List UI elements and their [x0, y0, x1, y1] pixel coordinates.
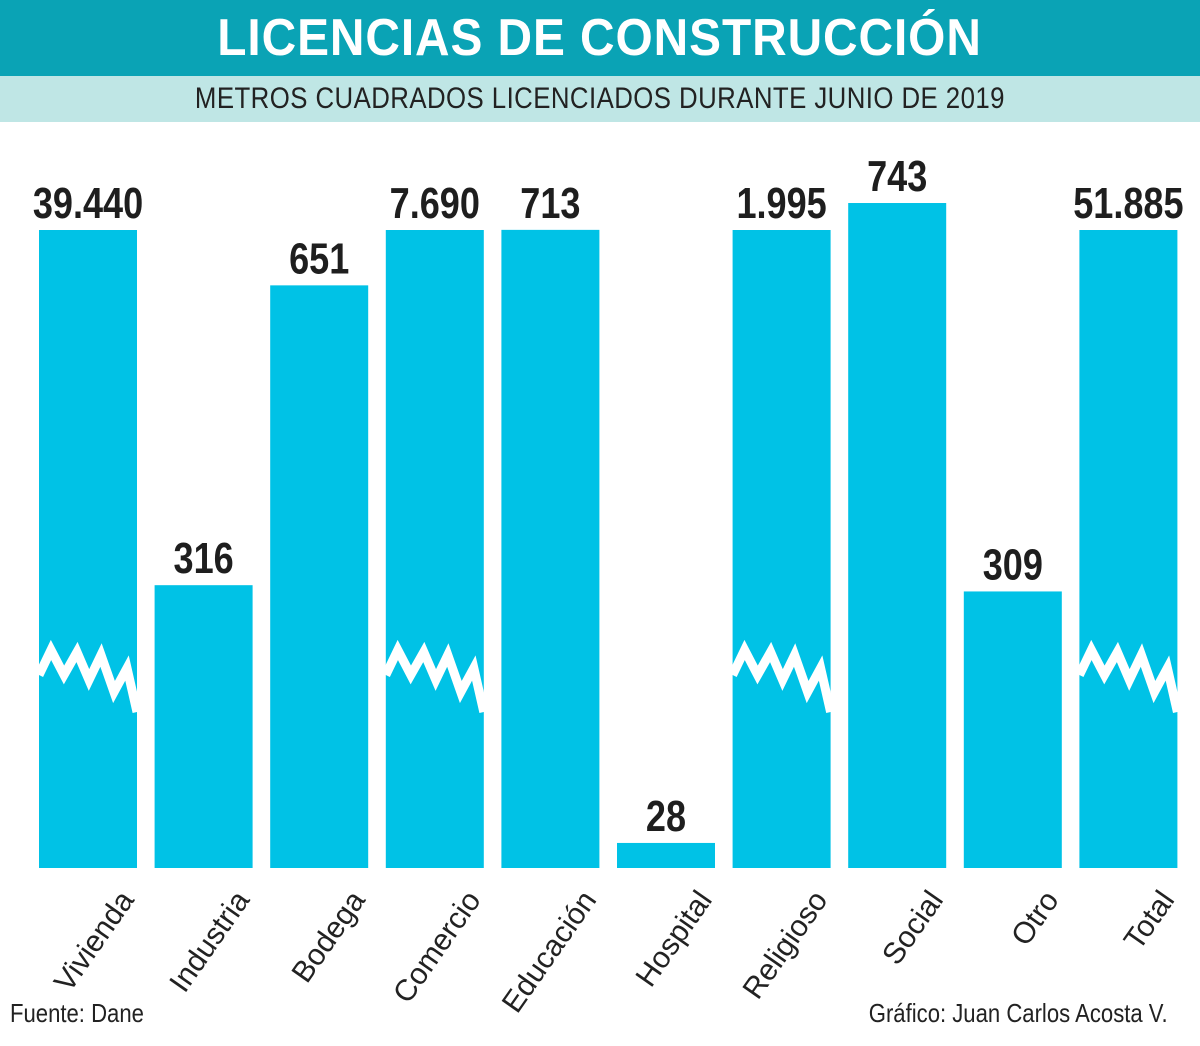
category-label-bodega: Bodega: [286, 885, 373, 989]
value-label-religioso: 1.995: [736, 179, 826, 228]
chart-subtitle: METROS CUADRADOS LICENCIADOS DURANTE JUN…: [195, 82, 1005, 115]
subtitle-bar: METROS CUADRADOS LICENCIADOS DURANTE JUN…: [0, 76, 1200, 122]
bar-comercio: [385, 230, 484, 868]
category-label-religioso: Religioso: [737, 885, 835, 1005]
value-label-bodega: 651: [289, 234, 349, 283]
value-label-industria: 316: [174, 534, 234, 583]
category-label-otro: Otro: [1005, 885, 1066, 952]
chart-title: LICENCIAS DE CONSTRUCCIÓN: [217, 9, 983, 67]
axis-break-comercio: [381, 639, 489, 713]
value-label-otro: 309: [983, 540, 1043, 589]
category-label-total: Total: [1118, 885, 1181, 956]
bar-industria: [154, 585, 253, 868]
category-label-hospital: Hospital: [630, 885, 719, 993]
category-label-social: Social: [876, 885, 950, 971]
bar-hospital: [617, 842, 715, 868]
value-label-vivienda: 39.440: [33, 179, 143, 228]
source-note: Fuente: Dane: [10, 998, 144, 1028]
category-label-industria: Industria: [163, 885, 256, 998]
bar-total: [1079, 230, 1178, 868]
axis-break-vivienda: [34, 639, 142, 713]
axis-break-total: [1075, 639, 1182, 713]
value-label-educacion: 713: [520, 178, 580, 227]
value-label-comercio: 7.690: [390, 179, 480, 228]
value-label-hospital: 28: [646, 792, 686, 841]
axis-break-religioso: [728, 639, 835, 713]
title-bar: LICENCIAS DE CONSTRUCCIÓN: [0, 0, 1200, 76]
value-label-social: 743: [867, 152, 927, 201]
bar-educacion: [501, 229, 600, 869]
bar-bodega: [270, 285, 369, 869]
category-label-educacion: Educación: [496, 885, 603, 1019]
category-label-vivienda: Vivienda: [48, 885, 141, 998]
value-label-total: 51.885: [1073, 179, 1183, 228]
bar-religioso: [732, 230, 831, 868]
category-label-comercio: Comercio: [387, 885, 488, 1009]
bar-vivienda: [39, 230, 137, 868]
credit-note: Gráfico: Juan Carlos Acosta V.: [869, 998, 1168, 1028]
bar-social: [848, 203, 947, 868]
bar-otro: [963, 591, 1062, 868]
